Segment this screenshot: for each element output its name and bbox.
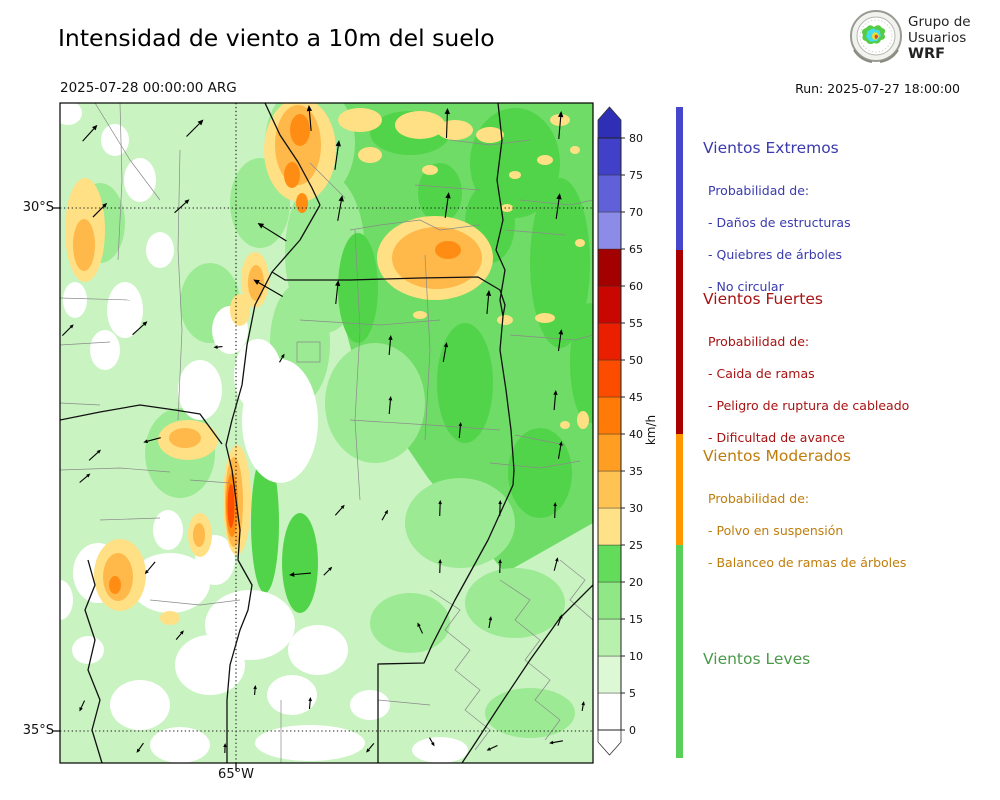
category-strip-segment — [676, 545, 683, 758]
wind-intensity-shading — [60, 103, 593, 763]
model-run-label: Run: 2025-07-27 18:00:00 — [795, 81, 960, 96]
colorbar-tick-label: 50 — [629, 354, 643, 367]
colorbar-unit-label: km/h — [644, 415, 658, 445]
colorbar-tick-label: 25 — [629, 539, 643, 552]
legend-section-fuertes: Vientos Fuertes Probabilidad de: - Caida… — [703, 290, 993, 462]
colorbar-tick-label: 70 — [629, 206, 643, 219]
wind-arrows-layer — [61, 105, 585, 754]
wrf-logo-icon — [850, 10, 902, 63]
colorbar-arrow-down — [597, 729, 622, 756]
legend-item: - Polvo en suspensión — [708, 523, 844, 538]
legend-item: - Daños de estructuras — [708, 215, 851, 230]
legend-title-fuertes: Vientos Fuertes — [703, 290, 823, 308]
colorbar-tick-label: 75 — [629, 169, 643, 182]
legend-item: - Peligro de ruptura de cableado — [708, 398, 910, 413]
legend-item: Probabilidad de: — [708, 491, 810, 506]
logo-line2: Usuarios — [908, 30, 967, 46]
category-strip-segment — [676, 107, 683, 250]
colorbar-tick-label: 65 — [629, 243, 643, 256]
colorbar-tick-label: 15 — [629, 613, 643, 626]
lon-tick-label-65w: 65°W — [218, 767, 254, 782]
wind-speed-colorbar: 0 5 10 15 20 25 30 35 40 45 50 55 60 65 70 75 80 km/h — [597, 106, 683, 758]
lat-lon-gridlines — [60, 103, 593, 763]
legend-item: Probabilidad de: — [708, 334, 810, 349]
legend-item: - Caida de ramas — [708, 366, 815, 381]
wind-map — [52, 102, 594, 771]
colorbar-tick-label: 10 — [629, 650, 643, 663]
logo-text: Grupo de Usuarios WRF — [908, 14, 971, 62]
colorbar-tick-label: 55 — [629, 317, 643, 330]
colorbar-tick-label: 20 — [629, 576, 643, 589]
legend-item: - Dificultad de avance — [708, 430, 845, 445]
colorbar-arrow-up — [597, 106, 622, 139]
lat-tick-label-35s: 35°S — [22, 723, 54, 738]
colorbar-tick-label: 45 — [629, 391, 643, 404]
legend-title-leves: Vientos Leves — [703, 650, 811, 668]
lat-tick-label-30s: 30°S — [22, 200, 54, 215]
logo-line3: WRF — [908, 46, 946, 62]
legend-section-moderados: Vientos Moderados Probabilidad de: - Pol… — [703, 447, 993, 587]
colorbar-tick-label: 60 — [629, 280, 643, 293]
category-strip-segment — [676, 434, 683, 545]
colorbar-tick-label: 0 — [629, 724, 636, 737]
colorbar-tick-label: 30 — [629, 502, 643, 515]
colorbar-tick-label: 80 — [629, 132, 643, 145]
department-borders — [60, 103, 593, 763]
legend-item: - Balanceo de ramas de árboles — [708, 555, 907, 570]
category-strip-segment — [676, 250, 683, 434]
legend-item: - No circular — [708, 279, 784, 294]
logo-line1: Grupo de — [908, 14, 971, 30]
legend-item: Probabilidad de: — [708, 183, 810, 198]
legend-title-moderados: Vientos Moderados — [703, 447, 851, 465]
legend-title-extremos: Vientos Extremos — [703, 139, 839, 157]
colorbar-tick-label: 35 — [629, 465, 643, 478]
legend-section-leves: Vientos Leves — [703, 650, 993, 678]
map-border — [59, 102, 594, 764]
province-borders — [60, 103, 593, 763]
page-title: Intensidad de viento a 10m del suelo — [58, 24, 495, 52]
legend-section-extremos: Vientos Extremos Probabilidad de: - Daño… — [703, 139, 993, 311]
colorbar-tick-label: 5 — [629, 687, 636, 700]
legend-item: - Quiebres de árboles — [708, 247, 843, 262]
colorbar-tick-label: 40 — [629, 428, 643, 441]
valid-time-label: 2025-07-28 00:00:00 ARG — [60, 80, 237, 96]
